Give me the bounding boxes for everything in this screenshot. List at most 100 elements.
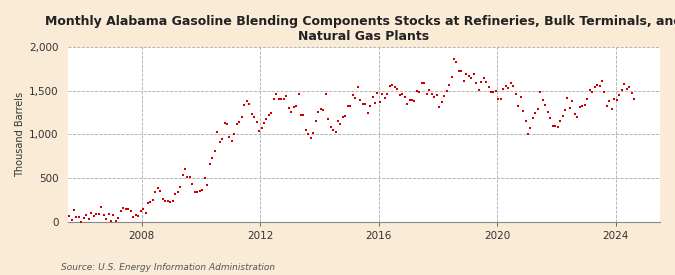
Point — [157, 197, 168, 202]
Point — [248, 115, 259, 119]
Point — [406, 98, 417, 103]
Point — [84, 216, 95, 221]
Point — [41, 212, 52, 216]
Point — [493, 97, 504, 101]
Point — [209, 149, 220, 153]
Point — [115, 209, 126, 213]
Point — [404, 98, 415, 102]
Point — [93, 212, 104, 216]
Point — [446, 75, 457, 79]
Point — [263, 113, 274, 117]
Point — [412, 89, 423, 93]
Point — [259, 121, 269, 125]
Point — [431, 93, 442, 98]
Point — [276, 97, 287, 101]
Point — [39, 215, 50, 219]
Point — [128, 215, 138, 219]
Point — [582, 97, 593, 101]
Point — [443, 82, 454, 87]
Point — [177, 173, 188, 177]
Point — [281, 94, 292, 98]
Point — [145, 200, 156, 204]
Point — [219, 120, 230, 125]
Point — [221, 122, 232, 126]
Point — [232, 122, 242, 126]
Point — [20, 213, 30, 217]
Point — [103, 211, 114, 216]
Point — [570, 112, 580, 116]
Point — [254, 128, 265, 133]
Point — [454, 69, 464, 74]
Point — [557, 114, 568, 119]
Point — [362, 111, 373, 116]
Point — [533, 107, 543, 111]
Point — [372, 91, 383, 96]
Point — [564, 105, 575, 110]
Point — [269, 97, 279, 101]
Point — [239, 102, 250, 107]
Point — [29, 213, 40, 217]
Point — [202, 183, 213, 188]
Point — [421, 91, 432, 96]
Point — [284, 105, 294, 110]
Point — [379, 95, 390, 100]
Point — [427, 92, 437, 97]
Point — [599, 90, 610, 94]
Point — [335, 122, 346, 127]
Point — [508, 84, 518, 88]
Point — [140, 211, 151, 216]
Point — [461, 72, 472, 76]
Point — [182, 175, 193, 180]
Point — [138, 207, 148, 211]
Point — [585, 88, 595, 93]
Point — [540, 102, 551, 107]
Point — [278, 97, 289, 101]
Point — [503, 86, 514, 91]
Point — [155, 188, 166, 193]
Point — [69, 208, 80, 213]
Point — [130, 213, 141, 218]
Point — [234, 120, 245, 124]
Point — [194, 188, 205, 193]
Point — [506, 81, 516, 85]
Point — [236, 115, 247, 119]
Point — [451, 60, 462, 65]
Point — [626, 91, 637, 95]
Point — [251, 120, 262, 124]
Point — [530, 111, 541, 116]
Point — [621, 87, 632, 91]
Point — [513, 104, 524, 108]
Point — [552, 124, 563, 129]
Point — [397, 92, 408, 97]
Point — [169, 192, 180, 197]
Point — [567, 99, 578, 104]
Point — [392, 86, 402, 91]
Point — [175, 184, 186, 189]
Point — [306, 136, 317, 140]
Point — [624, 85, 634, 90]
Point — [616, 87, 627, 92]
Point — [313, 110, 323, 115]
Point — [300, 128, 311, 132]
Point — [273, 97, 284, 101]
Point — [370, 101, 381, 105]
Point — [419, 81, 430, 85]
Point — [81, 213, 92, 217]
Point — [520, 119, 531, 123]
Point — [286, 109, 296, 114]
Point — [424, 88, 435, 92]
Point — [47, 217, 57, 221]
Point — [113, 215, 124, 220]
Point — [330, 130, 341, 134]
Point — [296, 113, 306, 117]
Point — [535, 90, 545, 95]
Point — [142, 201, 153, 205]
Point — [545, 116, 556, 120]
Point — [434, 105, 445, 109]
Point — [271, 91, 281, 96]
Point — [498, 87, 509, 91]
Point — [562, 96, 573, 100]
Point — [485, 90, 496, 95]
Point — [111, 219, 122, 223]
Point — [187, 182, 198, 186]
